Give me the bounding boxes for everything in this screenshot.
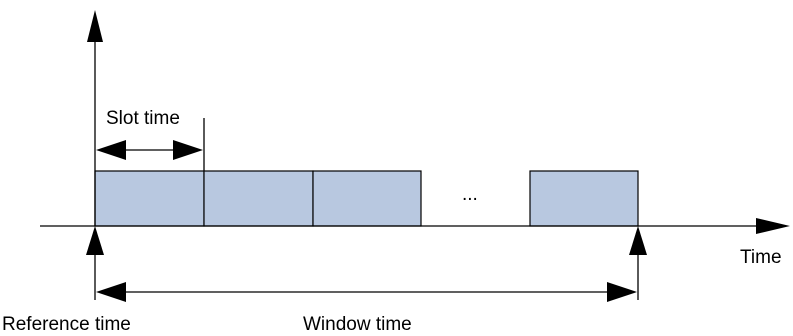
time-axis: [40, 218, 790, 234]
slot-time-arrow-right: [173, 140, 203, 160]
window-time-label: Window time: [303, 314, 412, 335]
ellipsis-label: ...: [462, 184, 478, 205]
window-time-marker: [96, 282, 637, 302]
slot-3: [312, 170, 422, 227]
time-axis-arrowhead: [756, 218, 790, 234]
slot-time-arrow-left: [96, 140, 126, 160]
slot-1: [94, 170, 205, 227]
time-axis-label: Time: [740, 247, 782, 268]
window-end-marker: [629, 226, 647, 300]
slot-time-marker: [96, 118, 205, 171]
window-time-arrow-right: [607, 282, 637, 302]
slot-row: [94, 170, 639, 227]
reference-time-label: Reference time: [2, 314, 131, 335]
reference-marker: [86, 226, 104, 300]
slot-last: [529, 170, 639, 227]
slot-time-label: Slot time: [106, 108, 180, 129]
slot-2: [203, 170, 314, 227]
reference-up-arrow: [86, 226, 104, 255]
window-time-arrow-left: [96, 282, 126, 302]
window-end-up-arrow: [629, 226, 647, 255]
vertical-axis: [87, 10, 103, 226]
vertical-axis-arrowhead: [87, 10, 103, 42]
